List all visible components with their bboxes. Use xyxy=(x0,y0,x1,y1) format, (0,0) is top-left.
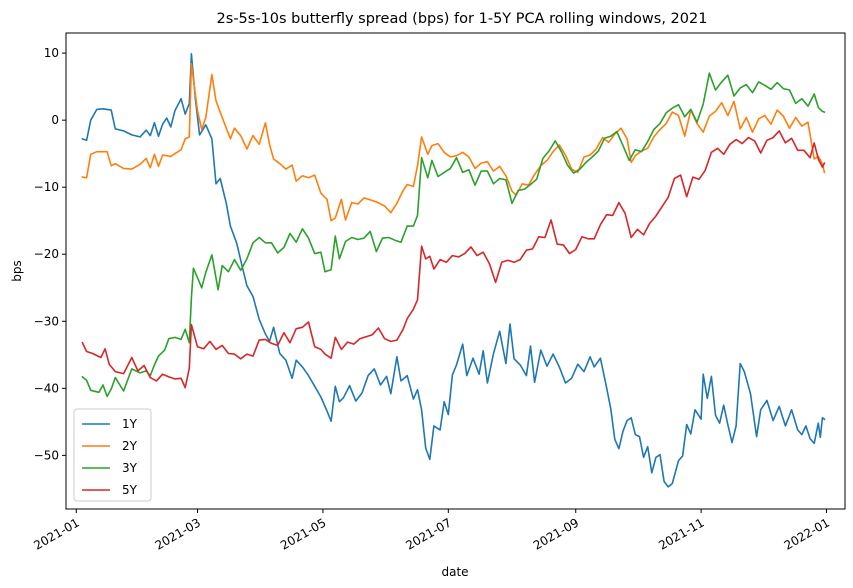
y-axis: 10 0 −10 −20 −30 −40 −50 xyxy=(34,46,66,462)
series-line-1Y xyxy=(81,52,826,488)
plot-frame xyxy=(65,32,846,510)
y-axis-label: bps xyxy=(10,260,24,282)
y-tick-label: −40 xyxy=(34,381,59,395)
x-axis-label: date xyxy=(441,565,468,579)
series-line-3Y xyxy=(81,72,826,398)
legend: 1Y 2Y 3Y 5Y xyxy=(73,408,152,502)
y-tick-label: 0 xyxy=(51,113,59,127)
series-line-5Y xyxy=(81,130,826,389)
y-tick-label: −20 xyxy=(34,247,59,261)
legend-label-1Y: 1Y xyxy=(122,417,138,431)
y-tick-label: −50 xyxy=(34,448,59,462)
chart-title: 2s-5s-10s butterfly spread (bps) for 1-5… xyxy=(217,11,708,27)
y-tick-label: 10 xyxy=(44,46,59,60)
y-tick-label: −30 xyxy=(34,314,59,328)
legend-label-3Y: 3Y xyxy=(122,461,138,475)
legend-box xyxy=(73,408,152,502)
legend-label-5Y: 5Y xyxy=(122,483,138,497)
series-layer xyxy=(81,52,826,488)
y-tick-label: −10 xyxy=(34,180,59,194)
legend-label-2Y: 2Y xyxy=(122,439,138,453)
series-line-2Y xyxy=(81,62,826,222)
